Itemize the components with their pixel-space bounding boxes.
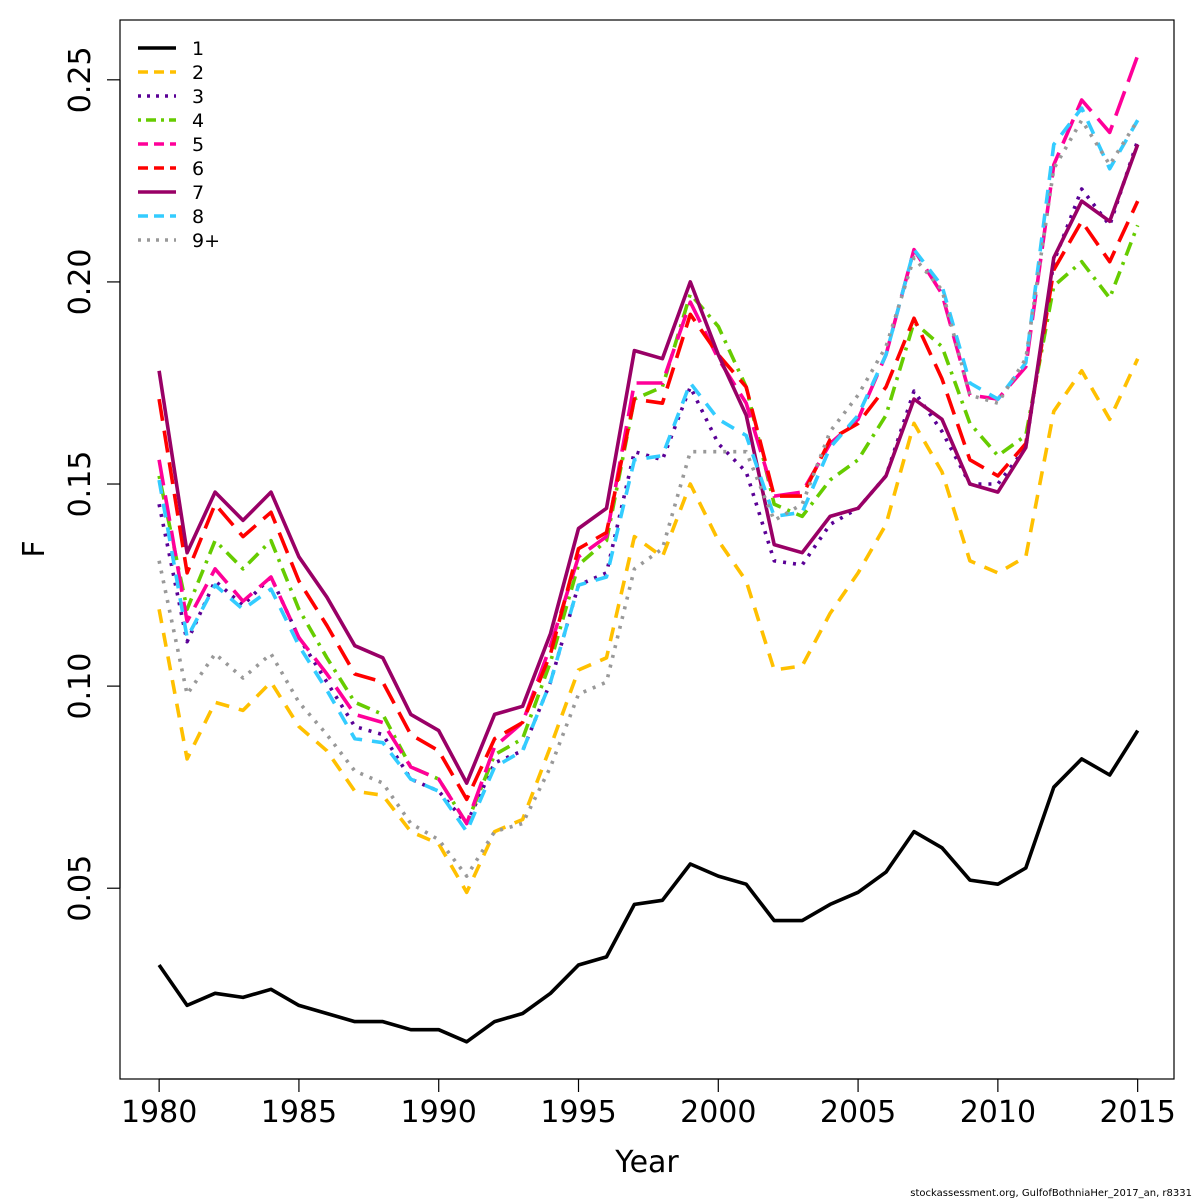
y-tick-label: 0.20 (63, 249, 98, 316)
series-line-9 (157, 118, 1140, 878)
legend-label-4: 4 (192, 110, 204, 132)
y-tick-label: 0.25 (63, 46, 98, 113)
x-axis: 1980 1985 1990 1995 2000 2005 2010 2015 (121, 1078, 1176, 1130)
series-line-3 (157, 139, 1140, 826)
legend-label-7: 7 (192, 182, 204, 204)
x-axis-title: Year (614, 1145, 679, 1180)
x-tick-label: 1985 (261, 1095, 337, 1130)
legend-label-8: 8 (192, 206, 204, 228)
y-axis: 0.05 0.10 0.15 0.20 0.25 (63, 46, 121, 922)
series-line-5 (157, 54, 1140, 826)
y-tick-label: 0.10 (63, 653, 98, 720)
series-line-6 (157, 200, 1140, 802)
x-tick-label: 2005 (820, 1095, 896, 1130)
series-line-1 (157, 729, 1140, 1044)
y-tick-label: 0.05 (63, 855, 98, 922)
y-axis-title: F (17, 540, 52, 557)
series-line-2 (157, 357, 1140, 895)
legend-label-9: 9+ (192, 230, 220, 252)
legend-label-1: 1 (192, 38, 204, 60)
legend-label-2: 2 (192, 62, 204, 84)
legend-label-6: 6 (192, 158, 204, 180)
x-tick-label: 1990 (401, 1095, 477, 1130)
series-line-7 (157, 143, 1140, 785)
series-line-8 (157, 106, 1140, 834)
x-tick-label: 2015 (1099, 1095, 1175, 1130)
series-layer (157, 54, 1140, 1044)
series-line-4 (157, 224, 1140, 826)
legend-label-5: 5 (192, 134, 204, 156)
x-tick-label: 1995 (540, 1095, 616, 1130)
y-tick-label: 0.15 (63, 451, 98, 518)
x-tick-label: 1980 (121, 1095, 197, 1130)
x-tick-label: 2000 (680, 1095, 756, 1130)
x-tick-label: 2010 (960, 1095, 1036, 1130)
legend-label-3: 3 (192, 86, 204, 108)
credit-text: stockassessment.org, GulfofBothniaHer_20… (910, 1188, 1192, 1199)
